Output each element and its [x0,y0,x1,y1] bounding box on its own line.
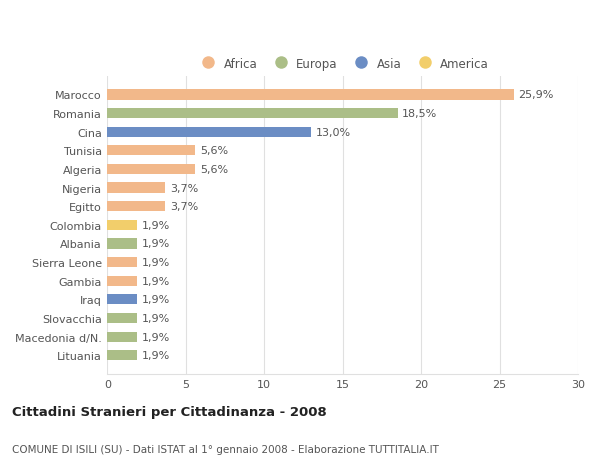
Bar [107,90,514,101]
Bar [107,276,137,286]
Bar [107,164,195,175]
Bar [107,295,137,305]
Text: 1,9%: 1,9% [142,351,170,360]
Bar [107,313,137,324]
Bar [107,350,137,361]
Bar [107,127,311,138]
Bar [107,257,137,268]
Text: 5,6%: 5,6% [200,165,228,174]
Text: 1,9%: 1,9% [142,257,170,268]
Text: 18,5%: 18,5% [403,109,437,119]
Text: 25,9%: 25,9% [518,90,554,100]
Text: 1,9%: 1,9% [142,295,170,305]
Text: 13,0%: 13,0% [316,128,351,137]
Bar [107,109,398,119]
Text: 3,7%: 3,7% [170,183,199,193]
Text: 1,9%: 1,9% [142,276,170,286]
Text: 5,6%: 5,6% [200,146,228,156]
Bar [107,202,166,212]
Text: 1,9%: 1,9% [142,332,170,342]
Bar [107,220,137,230]
Text: Cittadini Stranieri per Cittadinanza - 2008: Cittadini Stranieri per Cittadinanza - 2… [12,405,327,418]
Text: COMUNE DI ISILI (SU) - Dati ISTAT al 1° gennaio 2008 - Elaborazione TUTTITALIA.I: COMUNE DI ISILI (SU) - Dati ISTAT al 1° … [12,444,439,454]
Bar [107,332,137,342]
Bar [107,146,195,156]
Text: 3,7%: 3,7% [170,202,199,212]
Bar [107,239,137,249]
Text: 1,9%: 1,9% [142,239,170,249]
Bar [107,183,166,193]
Text: 1,9%: 1,9% [142,220,170,230]
Text: 1,9%: 1,9% [142,313,170,323]
Legend: Africa, Europa, Asia, America: Africa, Europa, Asia, America [191,53,494,75]
